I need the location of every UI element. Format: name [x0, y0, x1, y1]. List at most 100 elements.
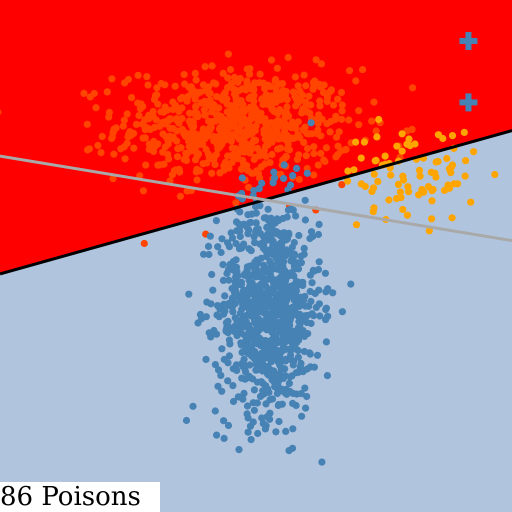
- red-point: [228, 152, 236, 160]
- red-point: [151, 123, 159, 132]
- blue-point: [265, 315, 273, 324]
- red-point: [191, 69, 199, 77]
- poison-point: [370, 170, 378, 178]
- blue-point: [251, 239, 259, 247]
- red-point: [134, 71, 142, 79]
- poison-point: [385, 196, 393, 204]
- blue-point: [225, 336, 233, 344]
- blue-point: [208, 270, 216, 279]
- red-point: [159, 130, 167, 138]
- poison-point: [461, 172, 469, 180]
- blue-point: [243, 293, 251, 301]
- red-point: [314, 161, 322, 169]
- blue-point: [301, 196, 309, 204]
- blue-point: [303, 365, 311, 373]
- blue-point: [207, 333, 215, 341]
- blue-point: [213, 431, 221, 439]
- blue-point: [292, 212, 300, 220]
- blue-point: [279, 293, 288, 301]
- red-point: [201, 135, 209, 143]
- red-point: [247, 115, 255, 123]
- blue-point: [224, 359, 232, 367]
- blue-point: [297, 318, 305, 326]
- blue-point: [220, 417, 228, 425]
- red-point: [173, 115, 181, 123]
- red-point: [234, 126, 242, 134]
- blue-point: [246, 361, 254, 369]
- red-point: [368, 117, 376, 125]
- blue-point: [230, 293, 238, 301]
- red-point: [295, 175, 303, 184]
- red-point: [279, 87, 287, 95]
- blue-point: [315, 258, 323, 266]
- red-point: [166, 124, 174, 132]
- poison-point: [396, 188, 404, 196]
- red-point: [273, 64, 281, 72]
- red-point: [200, 106, 208, 114]
- blue-point: [204, 242, 213, 250]
- red-point: [212, 150, 220, 159]
- blue-point: [281, 357, 290, 365]
- poison-point: [424, 183, 433, 191]
- red-point: [283, 103, 291, 111]
- red-point: [120, 116, 128, 124]
- blue-point: [269, 225, 277, 234]
- red-point: [201, 87, 209, 95]
- red-point: [300, 138, 308, 146]
- blue-point: [202, 313, 210, 321]
- blue-point: [329, 289, 337, 297]
- blue-point: [252, 209, 260, 217]
- blue-point: [287, 351, 295, 359]
- red-point: [256, 116, 264, 124]
- red-point: [311, 77, 319, 85]
- blue-point: [261, 366, 270, 374]
- red-point: [135, 112, 143, 120]
- red-point: [180, 70, 188, 79]
- blue-point: [244, 230, 252, 238]
- blue-point: [220, 434, 228, 442]
- blue-point: [240, 240, 248, 248]
- red-point: [262, 91, 271, 99]
- red-point: [121, 155, 129, 163]
- blue-point: [264, 385, 272, 393]
- red-point: [223, 100, 231, 108]
- red-point: [292, 102, 300, 110]
- red-point: [284, 112, 293, 120]
- red-point: [238, 106, 246, 114]
- blue-point: [279, 318, 287, 326]
- red-point: [334, 142, 342, 150]
- red-point: [272, 124, 280, 132]
- blue-point: [322, 338, 330, 346]
- red-point: [192, 103, 200, 111]
- red-point: [282, 152, 290, 160]
- red-point: [176, 192, 184, 200]
- blue-point: [258, 414, 266, 422]
- blue-point: [277, 365, 285, 373]
- blue-point: [252, 335, 260, 343]
- red-point: [300, 71, 308, 79]
- blue-point: [285, 379, 293, 387]
- red-point: [150, 147, 158, 155]
- red-point: [359, 66, 367, 74]
- blue-point: [294, 353, 302, 361]
- blue-point: [214, 243, 222, 251]
- red-point: [281, 93, 289, 101]
- blue-point: [232, 240, 240, 248]
- blue-point: [314, 230, 323, 239]
- red-point: [338, 181, 346, 189]
- blue-point: [235, 446, 243, 454]
- blue-point: [225, 243, 233, 251]
- blue-point: [263, 344, 271, 352]
- blue-point: [194, 319, 202, 327]
- red-point: [128, 94, 136, 102]
- poison-point: [374, 177, 382, 186]
- blue-point: [289, 399, 297, 407]
- blue-point: [246, 262, 254, 270]
- red-point: [338, 115, 346, 123]
- blue-point: [280, 161, 288, 169]
- blue-point: [275, 417, 283, 426]
- blue-point: [302, 404, 310, 412]
- red-point: [294, 130, 302, 139]
- blue-point: [276, 242, 284, 250]
- poison-point: [416, 172, 424, 180]
